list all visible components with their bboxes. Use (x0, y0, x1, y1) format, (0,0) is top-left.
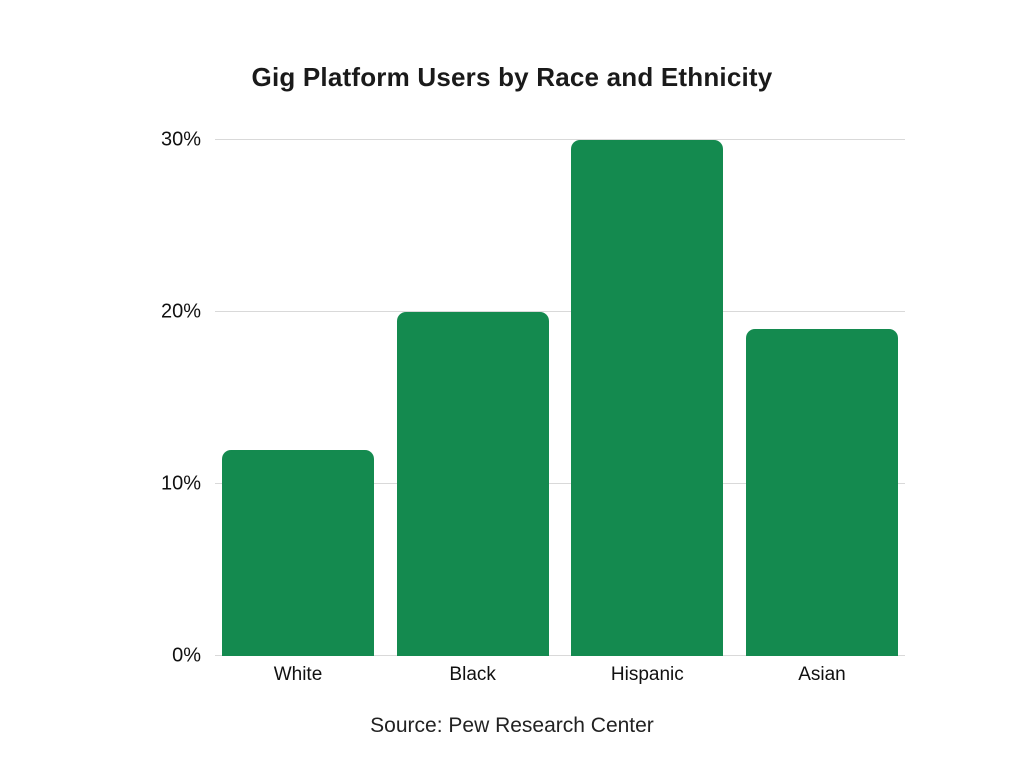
gridline-30 (215, 139, 905, 140)
bars (215, 140, 905, 656)
chart-title: Gig Platform Users by Race and Ethnicity (251, 62, 773, 92)
y-tick-label-20: 20% (160, 300, 201, 323)
x-axis-labels: White Black Hispanic Asian (215, 664, 905, 686)
gridline-0 (215, 655, 905, 656)
y-tick-label-0: 0% (172, 644, 201, 667)
x-axis-label-hispanic: Hispanic (610, 664, 684, 685)
bar-asian (745, 329, 898, 656)
bar-hispanic (571, 140, 724, 656)
x-axis-label-asian: Asian (798, 664, 846, 685)
gridline-20 (215, 311, 905, 312)
gridline-10 (215, 483, 905, 484)
bar-white (222, 449, 374, 656)
x-axis-label-black: Black (449, 664, 496, 685)
plot-area: 0% 10% 20% 30% (161, 129, 905, 667)
y-tick-label-10: 10% (160, 472, 201, 495)
source-caption: Source: Pew Research Center (370, 714, 654, 737)
x-axis-label-white: White (273, 664, 323, 685)
bar-black (396, 312, 549, 656)
y-tick-label-30: 30% (160, 128, 201, 151)
